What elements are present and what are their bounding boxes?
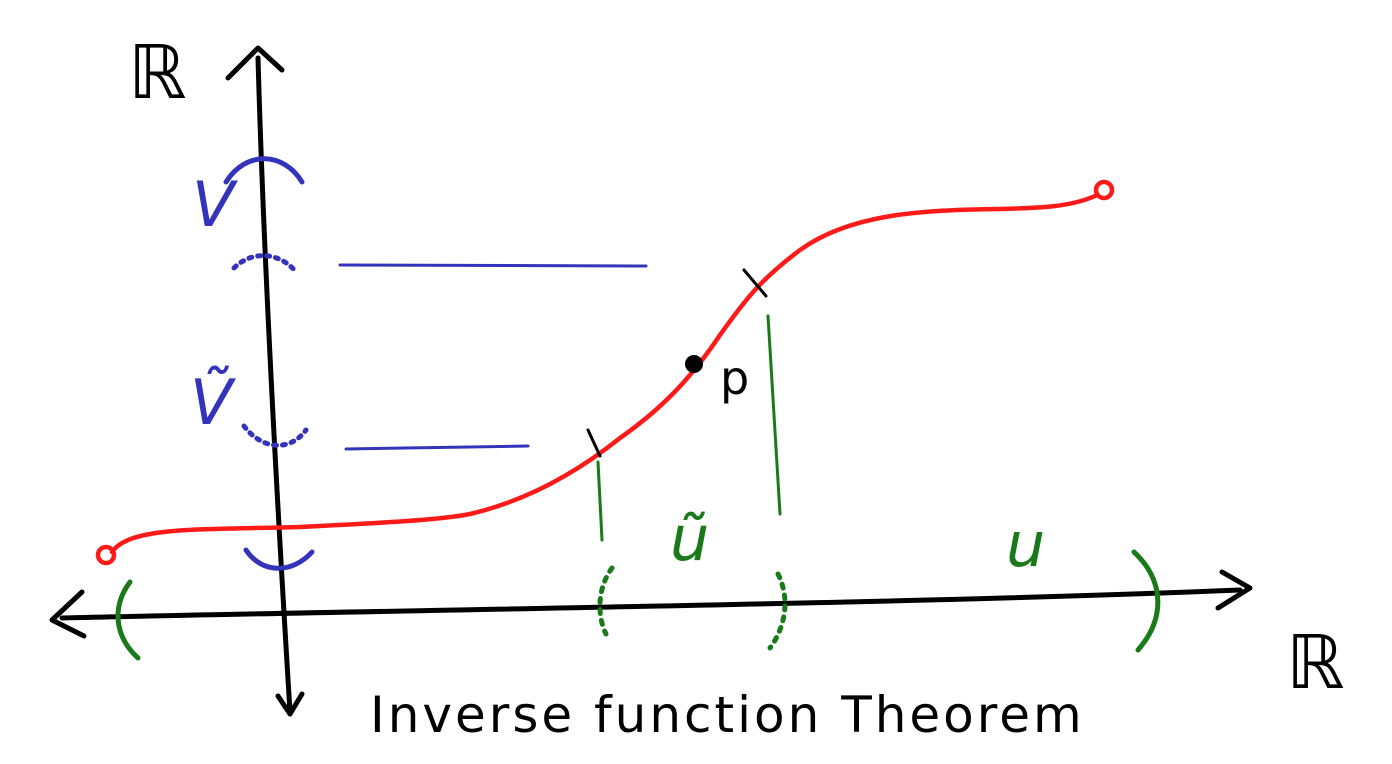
y-axis xyxy=(225,45,305,717)
curve-tick-upper xyxy=(742,268,768,298)
curve-right-open-endpoint xyxy=(1093,179,1115,201)
u-right-paren xyxy=(1131,549,1161,653)
x-axis xyxy=(49,569,1253,639)
point-p-label: p xyxy=(720,351,749,405)
v-label: V xyxy=(192,168,239,241)
x-axis-right-arrow xyxy=(1215,569,1253,611)
lower-projection-line xyxy=(344,444,530,451)
u-tilde-left-paren xyxy=(597,565,615,637)
codomain-intervals xyxy=(223,156,648,571)
u-tilde-label: ũ xyxy=(670,502,709,575)
x-axis-left-arrow xyxy=(49,589,87,639)
diagram-caption: Inverse function Theorem xyxy=(370,686,1085,744)
v-interval-top-bracket xyxy=(223,156,305,185)
y-axis-up-arrow xyxy=(225,45,285,81)
v-tilde-bottom-bracket xyxy=(241,423,309,448)
y-axis-label: ℝ xyxy=(128,30,187,116)
upper-drop-line xyxy=(766,314,782,516)
lower-drop-line xyxy=(596,460,604,542)
v-tilde-label: Ṽ xyxy=(190,365,237,439)
u-label: u xyxy=(1006,508,1045,581)
x-axis-label: ℝ xyxy=(1286,620,1345,706)
domain-intervals xyxy=(115,314,1161,661)
curve-tick-lower xyxy=(586,428,602,458)
v-interval-bottom-bracket xyxy=(243,547,315,571)
v-tilde-top-bracket xyxy=(231,253,299,275)
u-tilde-right-paren xyxy=(767,571,788,651)
point-p-marker xyxy=(685,355,703,373)
upper-projection-line xyxy=(338,263,648,268)
function-curve xyxy=(95,179,1115,566)
curve-left-open-endpoint xyxy=(95,544,117,566)
y-axis-down-arrow xyxy=(275,691,305,717)
u-left-paren xyxy=(115,579,141,661)
